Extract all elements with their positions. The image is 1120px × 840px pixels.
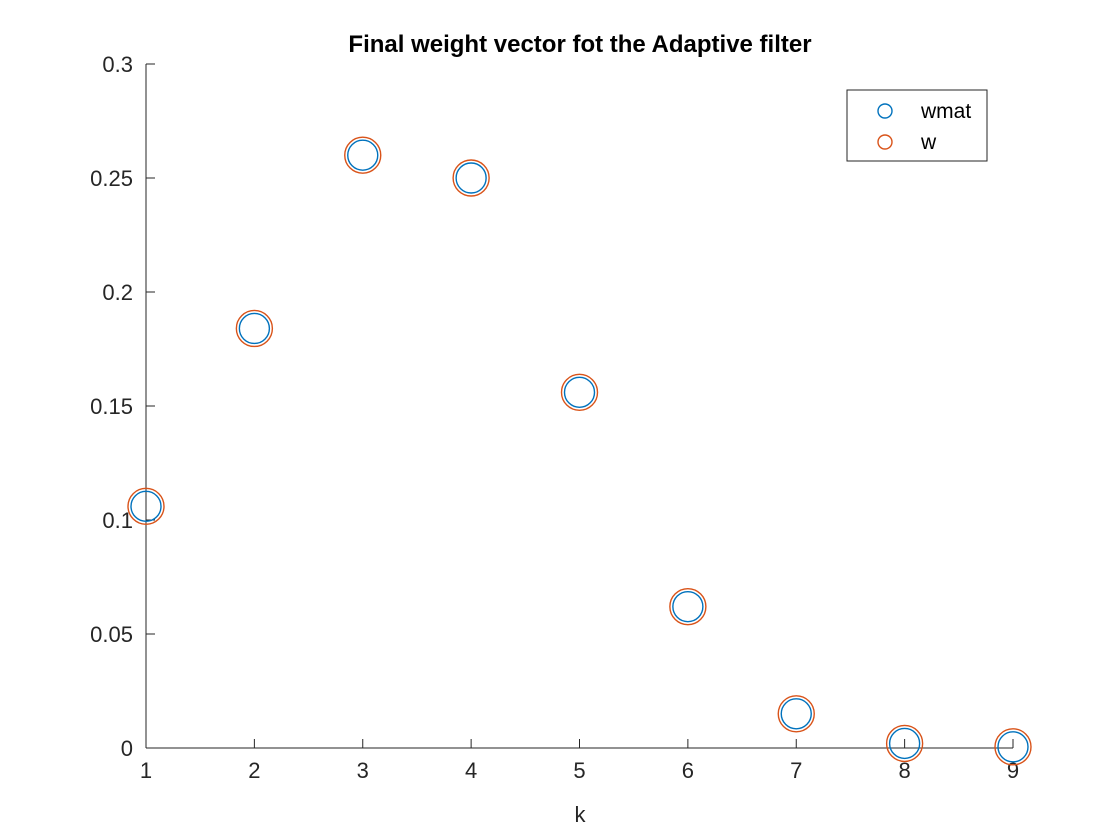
y-tick-label: 0: [121, 736, 133, 761]
x-tick-label: 1: [140, 758, 152, 783]
data-point: [235, 309, 274, 348]
legend-label: w: [920, 131, 937, 154]
series-wmat: [130, 139, 1029, 763]
data-point: [347, 139, 379, 171]
x-tick-label: 3: [357, 758, 369, 783]
data-point: [455, 162, 487, 194]
data-point: [127, 487, 165, 526]
y-tick-label: 0.15: [90, 394, 133, 419]
data-point: [672, 590, 704, 623]
x-axis-title: k: [575, 802, 587, 827]
data-point: [560, 373, 599, 412]
y-tick-label: 0.25: [90, 166, 133, 191]
data-point: [885, 724, 924, 763]
data-point: [130, 490, 162, 523]
y-tick-label: 0.3: [102, 52, 133, 77]
legend-box: [846, 89, 988, 162]
x-tick-label: 4: [465, 758, 477, 783]
data-point: [888, 727, 921, 760]
chart-title: Final weight vector fot the Adaptive fil…: [348, 31, 811, 58]
data-point: [780, 698, 812, 730]
data-markers: [127, 136, 1032, 766]
series-w: [127, 136, 1032, 766]
data-point: [997, 731, 1029, 763]
data-point: [777, 695, 815, 733]
data-point: [344, 136, 382, 174]
data-point: [563, 376, 596, 409]
y-tick-label: 0.2: [102, 280, 133, 305]
x-tick-label: 5: [573, 758, 585, 783]
legend: wmat w: [846, 89, 988, 162]
data-point: [452, 159, 490, 197]
data-point: [669, 587, 707, 626]
x-tick-label: 7: [790, 758, 802, 783]
legend-marker: [877, 134, 893, 150]
x-tick-label: 6: [682, 758, 694, 783]
x-tick-label: 8: [899, 758, 911, 783]
legend-marker: [877, 103, 893, 119]
axes: 1 2 3 4 5 6 7 8 900.050.10.150.20.250.3: [90, 52, 1019, 783]
data-point: [238, 312, 271, 345]
legend-label: wmat: [920, 100, 971, 123]
data-point: [994, 728, 1032, 766]
y-tick-label: 0.1: [102, 508, 133, 533]
x-tick-label: 2: [248, 758, 260, 783]
y-tick-label: 0.05: [90, 622, 133, 647]
